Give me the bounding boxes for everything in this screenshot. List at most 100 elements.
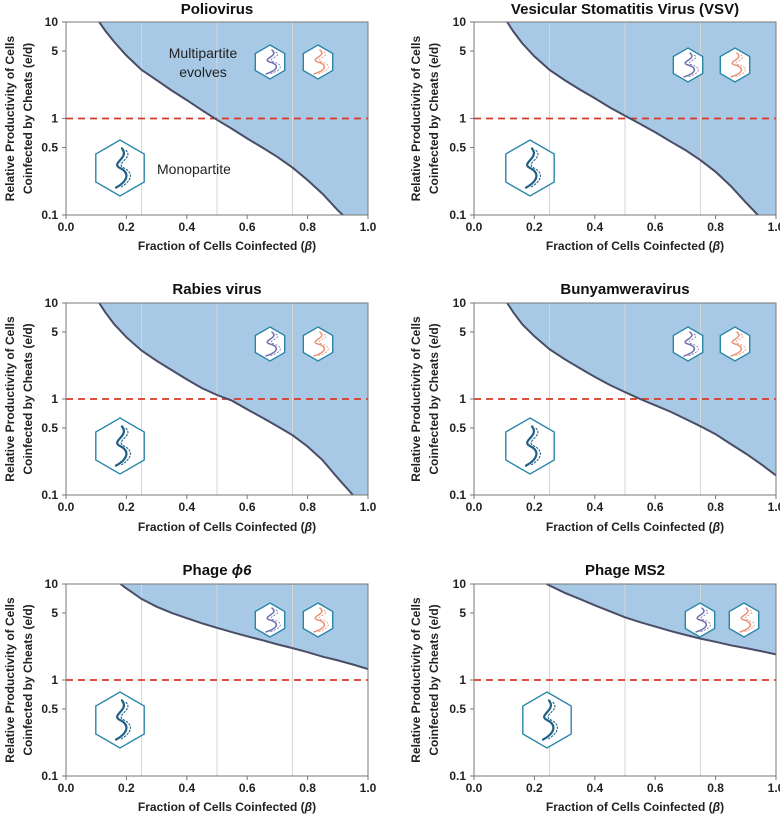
y-tick-label: 1 <box>51 392 58 406</box>
rna-strand-dots <box>743 609 755 633</box>
x-axis-label-end: ) <box>312 800 316 814</box>
x-axis-label-text: Fraction of Cells Coinfected ( <box>546 520 713 534</box>
x-axis-label-end: ) <box>312 520 316 534</box>
x-tick-label: 0.4 <box>586 500 603 514</box>
y-axis-label-line2: Coinfected by Cheats (e/d) <box>21 323 35 474</box>
x-tick-label: 0.6 <box>239 220 256 234</box>
panel-title: Vesicular Stomatitis Virus (VSV) <box>511 1 739 18</box>
rna-strand <box>313 49 326 75</box>
y-tick-label: 0.1 <box>449 769 466 783</box>
rna-strand-dots <box>119 149 131 189</box>
multipartite-region <box>507 22 776 215</box>
y-tick-label: 5 <box>459 606 466 620</box>
y-tick-label: 1 <box>459 392 466 406</box>
rna-strand <box>114 147 128 189</box>
annotation-multipartite: Multipartite <box>169 45 238 61</box>
y-axis-label: Relative Productivity of Cells Coinfected… <box>3 316 35 482</box>
monopartite-virus-icon <box>505 139 555 197</box>
x-axis-label-symbol: β <box>712 239 721 253</box>
y-axis-label-line1: Relative Productivity of Cells <box>3 35 17 201</box>
multipartite-region <box>99 303 368 495</box>
x-axis-label-symbol: β <box>712 520 721 534</box>
rna-strand <box>683 331 696 357</box>
rna-strand <box>683 52 696 78</box>
panel-title-text: Poliovirus <box>181 1 254 18</box>
rna-strand <box>265 331 278 357</box>
y-axis-label: Relative Productivity of Cells Coinfected… <box>409 597 441 763</box>
annotation-evolves: evolves <box>179 64 226 80</box>
boundary-curve <box>98 21 344 216</box>
rna-strand <box>313 607 326 633</box>
x-tick-label: 1.0 <box>768 220 780 234</box>
panel-title: Phage MS2 <box>585 562 665 579</box>
rna-strand-dots <box>317 609 329 633</box>
panel-1: 0.0 0.2 0.4 0.6 0.8 1.0 0.1 0.5 1 5 10 Poliovirus Fr… <box>3 1 377 253</box>
rna-strand-dots <box>119 427 131 467</box>
x-axis-label-text: Fraction of Cells Coinfected ( <box>138 520 305 534</box>
boundary-curve <box>506 302 777 477</box>
rna-strand-dots <box>317 333 329 357</box>
y-axis-label-line2: Coinfected by Cheats (e/d) <box>427 43 441 194</box>
panel-2: 0.0 0.2 0.4 0.6 0.8 1.0 0.1 0.5 1 5 10 Vesicular St… <box>409 1 780 253</box>
x-tick-label: 1.0 <box>360 500 377 514</box>
y-tick-label: 0.5 <box>449 141 466 155</box>
x-axis-label: Fraction of Cells Coinfected (β) <box>546 800 724 814</box>
rna-strand-dots <box>546 701 558 741</box>
x-axis-label-end: ) <box>720 239 724 253</box>
x-tick-label: 1.0 <box>360 220 377 234</box>
y-axis-label-line2: Coinfected by Cheats (e/d) <box>21 43 35 194</box>
x-tick-label: 0.6 <box>239 781 256 795</box>
rna-strand <box>524 147 538 189</box>
x-axis-label-text: Fraction of Cells Coinfected ( <box>546 800 713 814</box>
monopartite-virus-icon <box>95 139 145 197</box>
rna-strand <box>695 607 708 633</box>
x-axis-label: Fraction of Cells Coinfected (β) <box>546 239 724 253</box>
rna-strand <box>313 331 326 357</box>
panel-title-text: Vesicular Stomatitis Virus (VSV) <box>511 1 739 18</box>
rna-strand <box>541 699 555 741</box>
x-axis-label-symbol: β <box>304 239 313 253</box>
x-tick-label: 0.4 <box>178 220 195 234</box>
rna-strand-dots <box>269 609 281 633</box>
rna-strand <box>114 425 128 467</box>
y-tick-label: 0.1 <box>449 488 466 502</box>
x-axis-label-symbol: β <box>712 800 721 814</box>
y-axis-label: Relative Productivity of Cells Coinfected… <box>3 597 35 763</box>
y-tick-label: 0.5 <box>41 141 58 155</box>
panel-6: 0.0 0.2 0.4 0.6 0.8 1.0 0.1 0.5 1 5 10 Phage MS2 Fra… <box>409 562 780 814</box>
x-tick-label: 0.8 <box>707 781 724 795</box>
x-tick-label: 0.6 <box>647 500 664 514</box>
y-tick-label: 5 <box>51 325 58 339</box>
x-tick-label: 1.0 <box>768 781 780 795</box>
x-axis-label-text: Fraction of Cells Coinfected ( <box>138 239 305 253</box>
x-tick-label: 0.4 <box>178 781 195 795</box>
rna-strand-dots <box>119 701 131 741</box>
rna-strand <box>739 607 752 633</box>
multipartite-segment-a-icon <box>684 602 716 638</box>
x-axis-label-text: Fraction of Cells Coinfected ( <box>546 239 713 253</box>
x-tick-label: 0.2 <box>526 781 543 795</box>
x-axis-label: Fraction of Cells Coinfected (β) <box>138 239 316 253</box>
x-tick-label: 0.6 <box>647 781 664 795</box>
y-tick-label: 10 <box>453 15 467 29</box>
multipartite-segment-a-icon <box>254 602 286 638</box>
panel-title: Rabies virus <box>172 281 261 298</box>
y-tick-label: 0.1 <box>41 769 58 783</box>
y-tick-label: 5 <box>459 325 466 339</box>
multipartite-region <box>546 584 776 655</box>
x-tick-label: 0.2 <box>118 500 135 514</box>
x-tick-label: 0.2 <box>526 500 543 514</box>
multipartite-segment-a-icon <box>254 326 286 362</box>
monopartite-virus-icon <box>95 417 145 475</box>
boundary-curve <box>546 583 777 656</box>
x-tick-label: 0.4 <box>586 781 603 795</box>
rna-strand-dots <box>269 51 281 75</box>
y-tick-label: 0.5 <box>41 421 58 435</box>
rna-strand-dots <box>529 149 541 189</box>
rna-strand-dots <box>687 54 699 78</box>
multipartite-segment-b-icon <box>719 47 751 83</box>
y-axis-label: Relative Productivity of Cells Coinfected… <box>3 35 35 201</box>
x-axis-label-end: ) <box>720 800 724 814</box>
x-tick-label: 0.4 <box>178 500 195 514</box>
y-tick-label: 0.5 <box>449 421 466 435</box>
